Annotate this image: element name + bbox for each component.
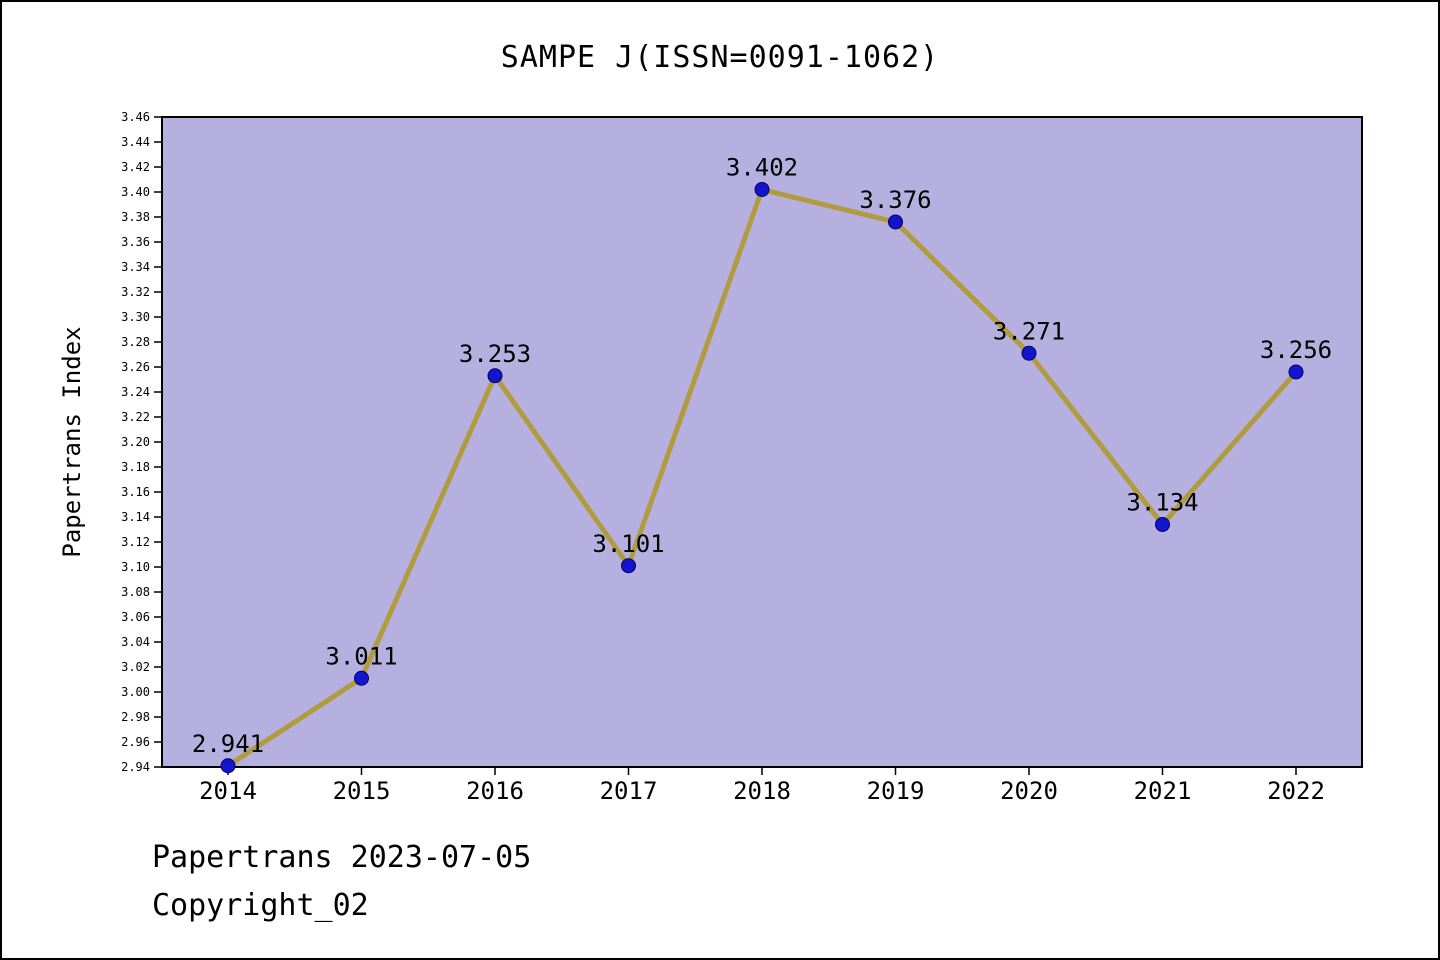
x-tick-label: 2014 bbox=[199, 777, 257, 805]
y-tick-label: 3.28 bbox=[121, 335, 150, 349]
y-tick-label: 3.46 bbox=[121, 110, 150, 124]
data-point bbox=[220, 758, 236, 774]
point-label: 3.101 bbox=[592, 530, 664, 558]
y-axis-title: Papertrans Index bbox=[58, 326, 86, 557]
plot-area bbox=[161, 116, 1363, 768]
data-point bbox=[1021, 345, 1037, 361]
data-point bbox=[754, 182, 770, 197]
y-tick-label: 3.06 bbox=[121, 610, 150, 624]
point-label: 2.941 bbox=[192, 730, 264, 758]
y-tick-label: 3.36 bbox=[121, 235, 150, 249]
y-tick-label: 3.00 bbox=[121, 685, 150, 699]
y-tick-label: 3.26 bbox=[121, 360, 150, 374]
y-tick-label: 3.18 bbox=[121, 460, 150, 474]
y-tick-label: 3.44 bbox=[121, 135, 150, 149]
x-tick-label: 2016 bbox=[466, 777, 524, 805]
point-label: 3.256 bbox=[1260, 336, 1332, 364]
x-tick-label: 2017 bbox=[600, 777, 658, 805]
y-tick-label: 2.96 bbox=[121, 735, 150, 749]
x-tick-label: 2022 bbox=[1267, 777, 1325, 805]
y-tick-label: 3.34 bbox=[121, 260, 150, 274]
chart-title: SAMPE J(ISSN=0091-1062) bbox=[500, 40, 940, 75]
x-tick-label: 2019 bbox=[867, 777, 925, 805]
data-point bbox=[1288, 364, 1304, 380]
x-tick-label: 2020 bbox=[1000, 777, 1058, 805]
data-point bbox=[354, 670, 369, 686]
y-tick-label: 3.12 bbox=[121, 535, 150, 549]
data-point bbox=[888, 214, 903, 230]
data-point bbox=[487, 368, 503, 384]
y-tick-label: 2.94 bbox=[121, 760, 150, 774]
point-label: 3.253 bbox=[459, 340, 531, 368]
y-tick-label: 3.40 bbox=[121, 185, 150, 199]
footer-copyright: Copyright_02 bbox=[152, 888, 369, 923]
y-tick-label: 3.24 bbox=[121, 385, 150, 399]
point-label: 3.011 bbox=[325, 642, 397, 670]
y-tick-label: 3.20 bbox=[121, 435, 150, 449]
y-tick-label: 3.42 bbox=[121, 160, 150, 174]
x-tick-label: 2021 bbox=[1134, 777, 1192, 805]
y-tick-label: 3.32 bbox=[121, 285, 150, 299]
y-tick-label: 3.38 bbox=[121, 210, 150, 224]
y-tick-label: 3.02 bbox=[121, 660, 150, 674]
x-tick-label: 2018 bbox=[733, 777, 791, 805]
x-tick-label: 2015 bbox=[333, 777, 391, 805]
point-label: 3.402 bbox=[726, 154, 798, 182]
y-tick-label: 3.22 bbox=[121, 410, 150, 424]
point-label: 3.376 bbox=[859, 186, 931, 214]
data-point bbox=[621, 558, 636, 574]
footer-source-date: Papertrans 2023-07-05 bbox=[152, 840, 532, 875]
point-label: 3.134 bbox=[1126, 489, 1198, 517]
y-tick-label: 3.14 bbox=[121, 510, 150, 524]
y-tick-label: 3.30 bbox=[121, 310, 150, 324]
data-point bbox=[1155, 517, 1170, 532]
y-tick-label: 2.98 bbox=[121, 710, 150, 724]
y-tick-label: 3.10 bbox=[121, 560, 150, 574]
y-tick-label: 3.04 bbox=[121, 635, 150, 649]
y-tick-label: 3.16 bbox=[121, 485, 150, 499]
y-tick-label: 3.08 bbox=[121, 585, 150, 599]
point-label: 3.271 bbox=[993, 317, 1065, 345]
